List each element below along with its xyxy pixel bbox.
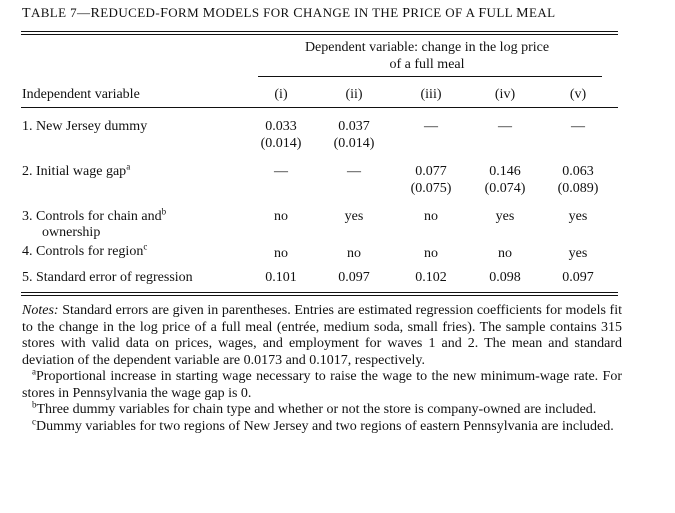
table-cell: —	[571, 119, 585, 134]
footnote-mark: b	[32, 399, 37, 410]
dependent-variable-line2: of a full meal	[389, 57, 465, 72]
header-rule	[21, 107, 618, 108]
column-header: (v)	[569, 87, 587, 102]
footnote: bThree dummy variables for chain type an…	[22, 399, 622, 419]
table-cell: yes	[344, 209, 364, 224]
table-cell: 0.146	[489, 164, 521, 179]
table-cell: 0.101	[265, 270, 297, 285]
table-cell: 0.037	[338, 119, 370, 134]
column-header: (ii)	[345, 87, 363, 102]
title-part: F	[160, 6, 169, 21]
footnote-text: Proportional increase in starting wage n…	[22, 369, 622, 401]
row-label-continued: ownership	[42, 225, 101, 240]
table-cell: no	[424, 209, 438, 224]
row-label: 1. New Jersey dummy	[22, 119, 148, 134]
table-cell: yes	[568, 209, 588, 224]
standard-error-cell: (0.089)	[557, 181, 599, 196]
title-part: HANGE IN THE	[303, 5, 403, 20]
bottom-rule	[21, 292, 618, 293]
table-cell: no	[424, 246, 438, 261]
table-cell: no	[498, 246, 512, 261]
table-title: TABLE 7—REDUCED-FORM MODELS FOR CHANGE I…	[22, 5, 662, 22]
table-cell: —	[424, 119, 438, 134]
table-cell: —	[347, 164, 361, 179]
table-notes: Notes: Standard errors are given in pare…	[22, 303, 622, 435]
standard-error-cell: (0.074)	[484, 181, 526, 196]
title-part: ULL	[486, 5, 517, 20]
table-cell: 0.097	[562, 270, 594, 285]
table-cell: no	[347, 246, 361, 261]
footnote: aProportional increase in starting wage …	[22, 366, 622, 402]
table-cell: 0.102	[415, 270, 447, 285]
standard-error-cell: (0.014)	[260, 136, 302, 151]
row-label-text: 4. Controls for region	[22, 244, 144, 259]
top-rule-2	[21, 34, 618, 35]
table-cell: —	[498, 119, 512, 134]
title-part: M	[516, 6, 530, 21]
title-part: RICE OF A	[410, 5, 479, 20]
table-cell: 0.033	[265, 119, 297, 134]
table-cell: no	[274, 209, 288, 224]
top-rule	[21, 31, 618, 32]
notes-lead: Notes:	[22, 303, 59, 318]
standard-error-cell: (0.075)	[410, 181, 452, 196]
dependent-variable-header: Dependent variable: change in the log pr…	[258, 39, 596, 73]
footnote-text: Dummy variables for two regions of New J…	[36, 418, 614, 434]
row-label-text: 3. Controls for chain and	[22, 209, 162, 224]
table-cell: 0.063	[562, 164, 594, 179]
footnote-mark: b	[161, 206, 167, 217]
footnote-mark: c	[32, 415, 36, 426]
table-cell: yes	[495, 209, 515, 224]
notes-paragraph: Notes: Standard errors are given in pare…	[22, 303, 622, 369]
column-header: (i)	[274, 87, 288, 102]
table-cell: yes	[568, 246, 588, 261]
table-cell: 0.098	[489, 270, 521, 285]
title-part: EDUCED-	[100, 5, 161, 20]
footnote-mark: a	[32, 366, 36, 377]
table-cell: 0.097	[338, 270, 370, 285]
title-part: EAL	[529, 5, 556, 20]
bottom-rule-2	[21, 295, 618, 296]
table-cell: —	[274, 164, 288, 179]
standard-error-cell: (0.014)	[333, 136, 375, 151]
column-header: (iii)	[420, 87, 442, 102]
row-label: 5. Standard error of regression	[22, 270, 193, 285]
title-part: T	[22, 6, 31, 21]
title-part: C	[293, 6, 304, 21]
table-cell: no	[274, 246, 288, 261]
column-header: (iv)	[494, 87, 516, 102]
footnote-mark: a	[126, 161, 131, 172]
footnote: cDummy variables for two regions of New …	[22, 415, 622, 436]
table-cell: 0.077	[415, 164, 447, 179]
notes-body: Standard errors are given in parentheses…	[22, 303, 622, 368]
row-label: 4. Controls for regionc	[22, 241, 148, 260]
independent-variable-header: Independent variable	[22, 87, 140, 102]
row-label: 3. Controls for chain andb	[22, 206, 167, 225]
title-part: M	[202, 6, 216, 21]
title-part: F	[478, 6, 487, 21]
row-label-text: 2. Initial wage gap	[22, 164, 127, 179]
dependent-variable-underline	[258, 76, 602, 77]
title-part: P	[402, 6, 411, 21]
title-part: ODELS FOR	[215, 5, 294, 20]
title-part: R	[90, 6, 101, 21]
title-part: ORM	[168, 5, 203, 20]
title-part: ABLE 7—	[30, 5, 91, 20]
footnote-mark: c	[143, 241, 148, 252]
dependent-variable-line1: Dependent variable: change in the log pr…	[304, 40, 550, 55]
footnote-text: Three dummy variables for chain type and…	[36, 402, 597, 417]
row-label: 2. Initial wage gapa	[22, 161, 131, 180]
